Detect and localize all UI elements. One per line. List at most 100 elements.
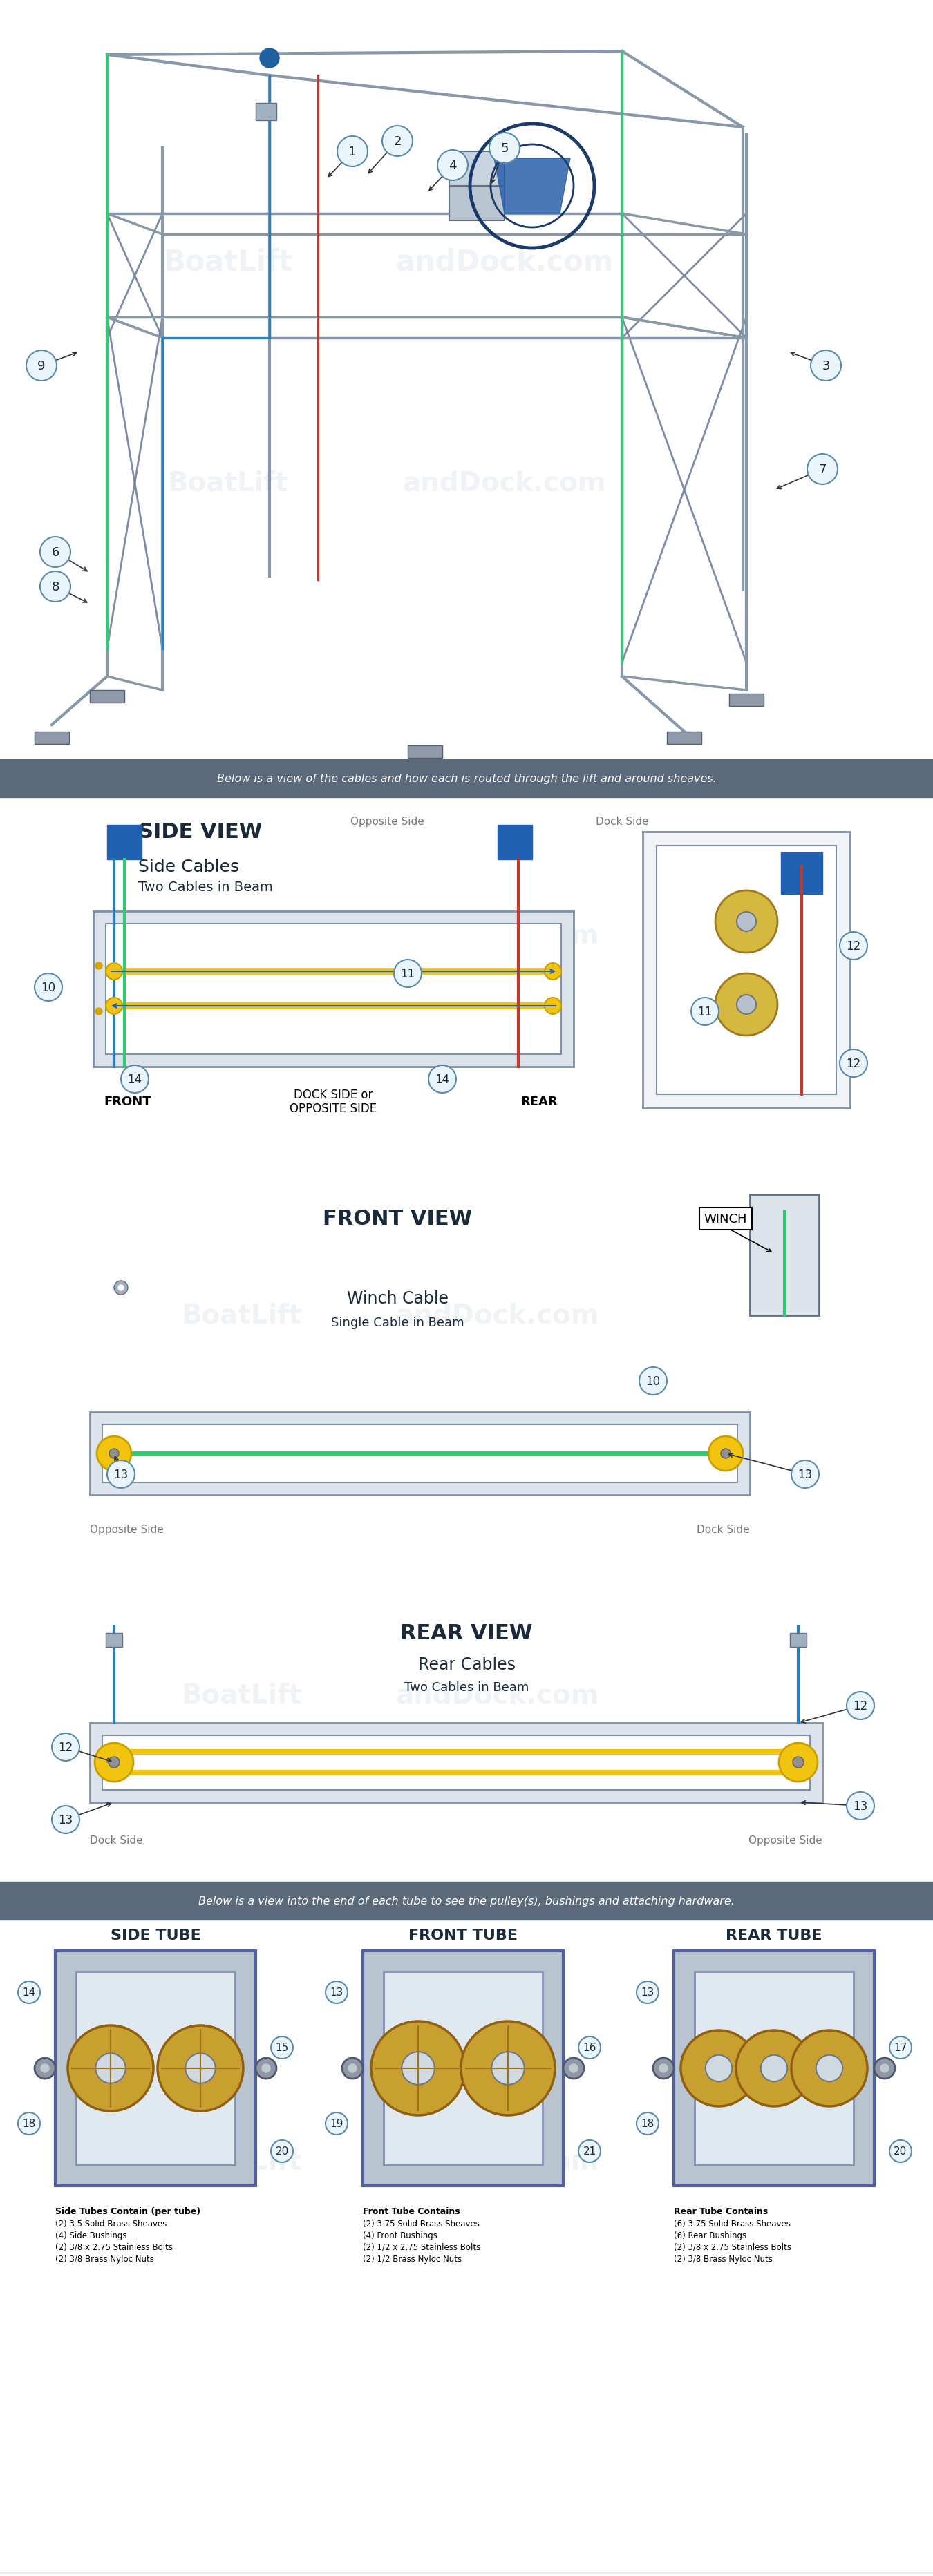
Text: 13: 13 [59,1814,73,1826]
Text: (2) 3/8 x 2.75 Stainless Bolts: (2) 3/8 x 2.75 Stainless Bolts [674,2244,791,2251]
Circle shape [95,963,103,969]
Circle shape [691,997,718,1025]
Text: (2) 1/2 Brass Nyloc Nuts: (2) 1/2 Brass Nyloc Nuts [363,2254,462,2264]
Text: andDock.com: andDock.com [396,2148,599,2174]
Circle shape [716,974,777,1036]
Bar [105,1633,122,1646]
Text: 2: 2 [394,137,401,147]
Text: Two Cables in Beam: Two Cables in Beam [404,1682,529,1692]
Text: 3: 3 [822,361,829,374]
Text: BoatLift: BoatLift [168,471,288,497]
Text: (2) 3/8 x 2.75 Stainless Bolts: (2) 3/8 x 2.75 Stainless Bolts [55,2244,173,2251]
Text: 1: 1 [349,147,356,157]
Circle shape [371,2022,466,2115]
Bar [643,832,850,1108]
Circle shape [639,1368,667,1396]
Text: 13: 13 [330,1986,343,1996]
Bar [0,1883,933,1919]
Circle shape [660,2063,668,2074]
Circle shape [807,453,838,484]
Text: 11: 11 [400,969,415,979]
Bar [103,1425,737,1484]
Text: Opposite Side: Opposite Side [90,1525,163,1535]
Text: (4) Side Bushings: (4) Side Bushings [55,2231,127,2239]
Circle shape [636,1981,659,2004]
Circle shape [95,2053,126,2084]
Bar [76,1971,235,2164]
Circle shape [18,2112,40,2136]
Circle shape [578,2038,601,2058]
Text: 16: 16 [583,2043,596,2053]
Text: Front Tube Contains: Front Tube Contains [363,2208,460,2215]
Bar [0,1177,933,1592]
Circle shape [816,2056,842,2081]
Bar [107,824,142,860]
Text: 12: 12 [59,1741,73,1754]
Text: 17: 17 [894,2043,907,2053]
Circle shape [737,994,756,1015]
Circle shape [337,137,368,167]
Circle shape [402,2053,435,2084]
Circle shape [736,2030,812,2107]
Circle shape [492,2053,524,2084]
Circle shape [68,2025,153,2112]
Circle shape [811,350,841,381]
Text: FRONT: FRONT [104,1095,151,1108]
Bar [0,799,933,1177]
Bar [694,1971,854,2164]
Circle shape [97,1437,132,1471]
Polygon shape [494,160,570,214]
Circle shape [653,2058,674,2079]
Circle shape [95,1007,103,1015]
Text: 6: 6 [51,546,59,559]
Text: andDock.com: andDock.com [396,922,599,948]
Text: (2) 3.75 Solid Brass Sheaves: (2) 3.75 Solid Brass Sheaves [363,2218,480,2228]
Circle shape [114,1280,128,1296]
Circle shape [383,126,412,157]
Circle shape [342,2058,363,2079]
Text: 12: 12 [846,940,861,953]
Text: 21: 21 [583,2146,596,2156]
Text: 19: 19 [330,2117,343,2128]
Circle shape [158,2025,244,2112]
Circle shape [840,1051,868,1077]
Bar [657,845,836,1095]
Text: (2) 3/8 Brass Nyloc Nuts: (2) 3/8 Brass Nyloc Nuts [674,2254,773,2264]
Bar [93,912,574,1066]
Bar [35,732,69,744]
Circle shape [569,2063,578,2074]
Text: (4) Front Bushings: (4) Front Bushings [363,2231,438,2239]
Bar [781,853,822,894]
Text: Rear Tube Contains: Rear Tube Contains [674,2208,768,2215]
Bar [729,693,764,706]
Text: andDock.com: andDock.com [396,1303,599,1329]
Bar [55,1950,256,2187]
Circle shape [791,1461,819,1489]
Circle shape [881,2063,889,2074]
Text: DOCK SIDE or
OPPOSITE SIDE: DOCK SIDE or OPPOSITE SIDE [289,1087,377,1115]
Text: 14: 14 [22,1986,35,1996]
Text: 10: 10 [41,981,56,994]
Bar [90,690,124,703]
Circle shape [40,538,71,567]
Text: Opposite Side: Opposite Side [748,1834,822,1844]
Circle shape [846,1793,874,1819]
Circle shape [26,350,57,381]
Text: Side Cables: Side Cables [138,858,239,876]
Bar [0,760,933,799]
Circle shape [564,2058,584,2079]
Text: 20: 20 [894,2146,907,2156]
Circle shape [889,2141,912,2161]
Text: 20: 20 [275,2146,288,2156]
Text: BoatLift: BoatLift [163,247,293,278]
Circle shape [40,572,71,603]
Text: 18: 18 [641,2117,654,2128]
Circle shape [271,2038,293,2058]
Bar [103,1736,810,1790]
Text: Winch Cable: Winch Cable [346,1291,448,1306]
Bar [408,747,442,757]
Circle shape [578,2141,601,2161]
Text: REAR TUBE: REAR TUBE [726,1929,822,1942]
Circle shape [94,1744,133,1783]
Circle shape [105,963,122,979]
